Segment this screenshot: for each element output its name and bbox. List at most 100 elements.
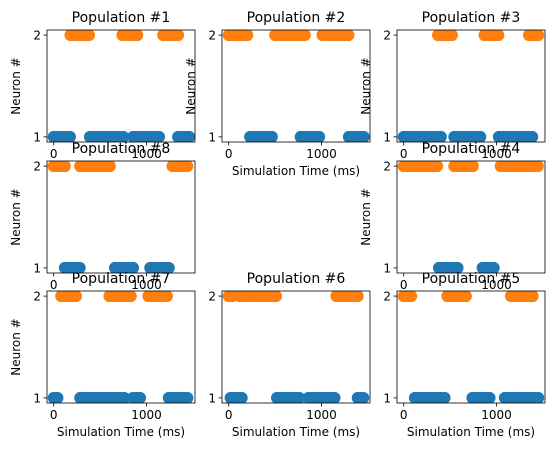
y-tick-label: 2 <box>383 160 391 174</box>
axes-frame <box>221 29 371 143</box>
subplot: 0 1000 1 2 Population #5 Simulation Time (ms) <box>383 271 546 439</box>
spike <box>298 30 311 42</box>
y-axis-label: Neuron # <box>9 57 23 114</box>
subplot-title: Population #4 <box>422 141 521 157</box>
x-tick-label: 0 <box>400 147 408 161</box>
x-tick-label: 0 <box>225 408 233 422</box>
points <box>222 30 370 142</box>
spike <box>131 30 144 42</box>
axes-background <box>222 30 370 142</box>
spike <box>124 291 137 303</box>
y-axis-label: Neuron # <box>359 57 373 114</box>
spike <box>241 30 254 42</box>
x-axis-label: Simulation Time (ms) <box>232 425 360 439</box>
spike <box>103 161 116 173</box>
subplot: 0 1000 1 2 Population #6 Simulation Time (ms) <box>208 271 371 439</box>
spike <box>328 391 341 403</box>
y-tick-label: 1 <box>33 391 41 405</box>
x-axis-label: Simulation Time (ms) <box>232 164 360 178</box>
axes-frame <box>396 160 546 274</box>
subplot: 0 1000 1 2 Population #3 Neuron # <box>359 10 546 161</box>
x-tick-label: 0 <box>225 147 233 161</box>
subplot-title: Population #5 <box>422 271 521 287</box>
points <box>222 291 370 403</box>
spike <box>69 291 82 303</box>
axes-background <box>47 161 195 273</box>
x-tick-label: 1000 <box>131 147 162 161</box>
spike <box>118 391 131 403</box>
x-tick-label: 1000 <box>131 278 162 292</box>
spike <box>172 30 185 42</box>
subplot-title: Population #3 <box>422 10 521 26</box>
spike <box>160 291 173 303</box>
x-tick-label: 0 <box>50 408 58 422</box>
spike <box>492 30 505 42</box>
axes-frame <box>46 160 196 274</box>
y-axis-label: Neuron # <box>9 318 23 375</box>
spike <box>117 130 130 142</box>
x-axis-label: Simulation Time (ms) <box>57 425 185 439</box>
subplot: 0 1000 1 2 Population #1 Neuron # <box>9 10 196 161</box>
spike <box>134 391 147 403</box>
spike <box>531 161 544 173</box>
spike <box>466 161 479 173</box>
spike <box>63 130 76 142</box>
spike <box>181 391 194 403</box>
spike <box>265 130 278 142</box>
spike <box>82 30 95 42</box>
spike <box>351 291 364 303</box>
x-tick-label: 0 <box>400 278 408 292</box>
y-tick-label: 2 <box>33 29 41 43</box>
x-tick-label: 1000 <box>306 147 337 161</box>
subplot: 0 1000 1 2 Population #7 Simulation Time (ms)… <box>9 271 196 439</box>
points <box>47 291 194 403</box>
spike <box>434 130 447 142</box>
axes-frame <box>396 29 546 143</box>
subplot-title: Population #6 <box>247 271 346 287</box>
spike <box>342 30 355 42</box>
x-tick-label: 1000 <box>481 278 512 292</box>
y-tick-label: 2 <box>208 29 216 43</box>
y-tick-label: 1 <box>383 261 391 275</box>
spike <box>293 391 306 403</box>
x-tick-label: 1000 <box>481 147 512 161</box>
y-axis-label: Neuron # <box>359 188 373 245</box>
spike <box>526 130 539 142</box>
x-tick-label: 0 <box>50 147 58 161</box>
spike <box>483 391 496 403</box>
axes-frame <box>396 290 546 404</box>
spike <box>235 391 248 403</box>
y-tick-label: 1 <box>33 261 41 275</box>
spike <box>445 30 458 42</box>
axes-background <box>222 291 370 403</box>
x-tick-label: 1000 <box>131 408 162 422</box>
spike <box>487 261 500 273</box>
subplot-title: Population #7 <box>72 271 171 287</box>
spike <box>51 391 64 403</box>
axes-background <box>47 30 195 142</box>
spike <box>451 261 464 273</box>
points <box>47 161 194 273</box>
y-tick-label: 1 <box>383 391 391 405</box>
x-tick-label: 1000 <box>481 408 512 422</box>
spike <box>162 261 175 273</box>
subplot: 0 1000 1 2 Population #2 Simulation Time (ms)… <box>184 10 371 178</box>
spike <box>431 161 444 173</box>
spike <box>526 291 539 303</box>
axes-background <box>397 30 545 142</box>
y-tick-label: 1 <box>383 130 391 144</box>
y-tick-label: 2 <box>383 29 391 43</box>
points <box>47 30 195 142</box>
axes-frame <box>46 290 196 404</box>
x-axis-label: Simulation Time (ms) <box>407 425 535 439</box>
subplot-title: Population #2 <box>247 10 346 26</box>
axes-frame <box>46 29 196 143</box>
subplot-title: Population #8 <box>72 141 171 157</box>
spike <box>357 391 370 403</box>
axes-background <box>397 161 545 273</box>
spike <box>474 130 487 142</box>
subplot: 0 1000 1 2 Population #4 Neuron # <box>359 141 546 292</box>
spike <box>270 291 283 303</box>
points <box>397 30 545 142</box>
